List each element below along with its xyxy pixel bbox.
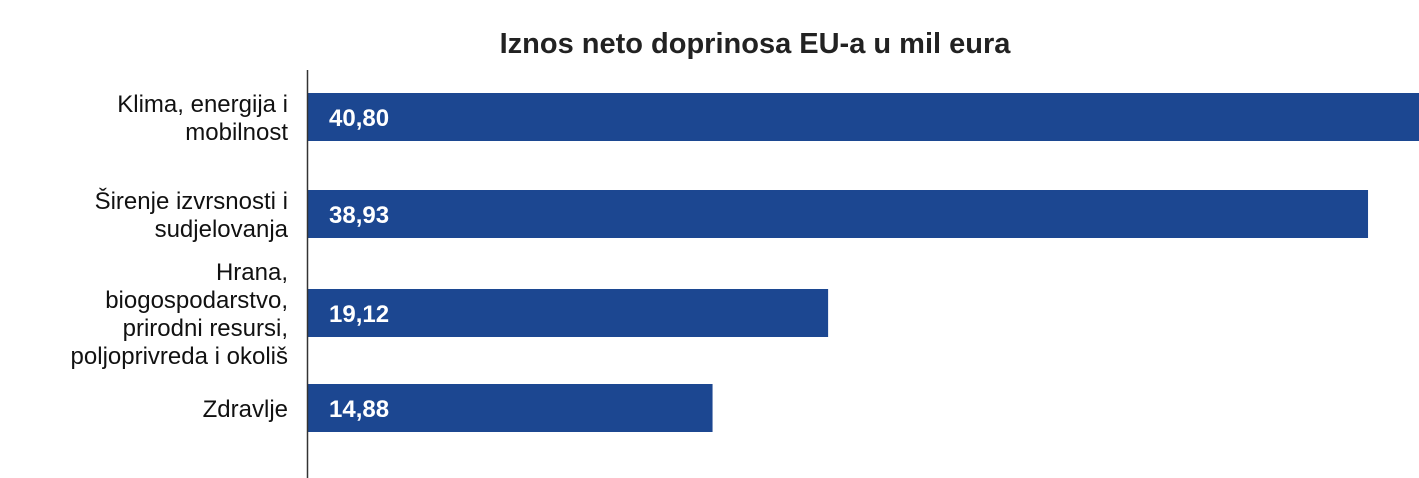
- category-label-line: prirodni resursi,: [123, 315, 288, 342]
- bar-4: [307, 384, 713, 432]
- category-label-2: Širenje izvrsnosti i sudjelovanja: [95, 187, 289, 243]
- category-label-line: Hrana,: [216, 259, 288, 286]
- category-label-line: sudjelovanja: [155, 216, 289, 243]
- category-label-line: Klima, energija i: [117, 91, 288, 118]
- category-label-4: Zdravlje: [203, 396, 288, 423]
- chart-title: Iznos neto doprinosa EU-a u mil eura: [500, 28, 1012, 60]
- bar-3: [307, 289, 829, 337]
- category-label-line: biogospodarstvo,: [105, 287, 288, 314]
- value-label-3: 19,12: [329, 301, 389, 328]
- category-label-1: Klima, energija i mobilnost: [117, 91, 288, 146]
- category-labels: Klima, energija i mobilnost Širenje izvrsn…: [71, 91, 289, 423]
- value-label-2: 38,93: [329, 202, 389, 229]
- bar-1: [307, 93, 1419, 141]
- bars-layer: [307, 93, 1419, 432]
- value-label-4: 14,88: [329, 396, 389, 423]
- value-labels: 40,80 38,93 19,12 14,88: [329, 105, 389, 423]
- category-label-line: Širenje izvrsnosti i: [95, 187, 288, 215]
- category-label-3: Hrana, biogospodarstvo, prirodni resursi, p…: [71, 259, 288, 370]
- bar-2: [307, 190, 1369, 238]
- value-label-1: 40,80: [329, 105, 389, 132]
- category-label-line: Zdravlje: [203, 396, 288, 423]
- category-label-line: poljoprivreda i okoliš: [71, 343, 288, 370]
- category-label-line: mobilnost: [185, 119, 288, 146]
